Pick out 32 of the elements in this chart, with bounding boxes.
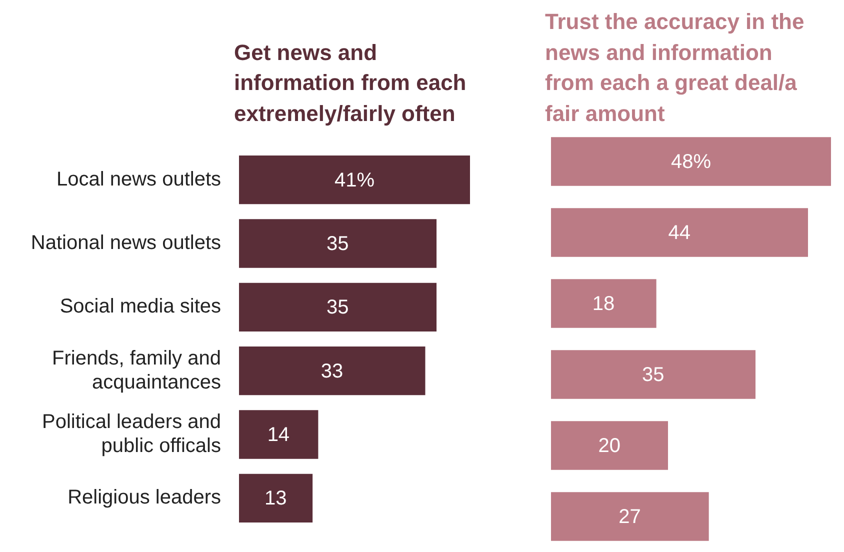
data-label: 35 [642,364,664,386]
bar [239,474,313,522]
data-label: 18 [592,293,615,316]
y-tick-label: Social media sites [60,296,221,318]
bar [239,346,426,396]
bar [551,421,668,470]
bar [239,156,470,204]
data-label: 48% [670,151,712,174]
data-label: 33 [320,360,344,382]
data-label: 35 [326,296,349,319]
y-tick-label: Religious leaders [68,486,221,509]
y-tick-label: National news outlets [30,232,221,254]
y-tick-label: Friends, family and acquaintances [52,347,221,394]
bar [551,137,831,186]
data-label: 35 [326,233,349,256]
chart-title: Trust the accuracy in the news and information from each a great deal/a fair amount [545,8,806,128]
data-label: 20 [598,435,620,458]
chart-title: Get news and information from each extremely/fairly often [234,38,468,128]
bar [239,410,318,459]
bar [239,282,437,332]
data-label: 27 [618,506,641,528]
data-label: 44 [668,222,690,244]
bar [551,492,709,541]
data-label: 13 [264,488,287,510]
bar [551,279,656,328]
bar [239,219,437,268]
bar [551,350,756,399]
y-tick-label: Local news outlets [56,168,221,190]
y-tick-label: Political leaders and public officals [42,411,221,458]
data-label: 14 [267,424,290,446]
bar [551,208,808,257]
data-label: 41% [334,169,375,192]
